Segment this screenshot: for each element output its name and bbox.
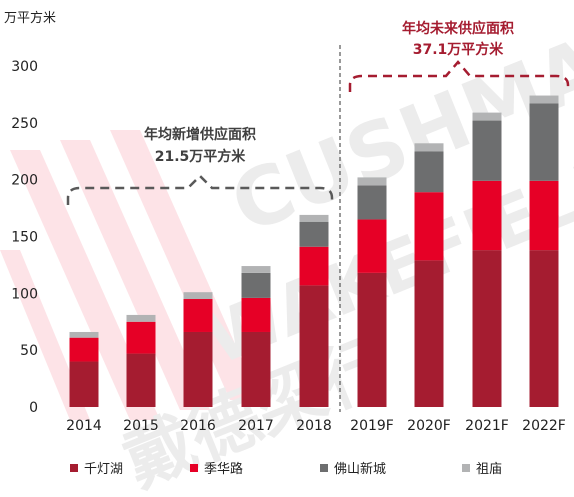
watermark-stripe (110, 130, 260, 400)
bar-segment (472, 112, 502, 121)
annotation-forecast: 年均未来供应面积 37.1万平方米 (348, 20, 570, 92)
y-tick-label: 0 (29, 400, 38, 416)
bars-group (69, 95, 559, 407)
bar-segment (414, 151, 444, 193)
x-tick-label: 2014 (66, 418, 102, 434)
annotation-historical: 年均新增供应面积 21.5万平方米 (66, 126, 334, 205)
legend-swatch-zumiao (462, 464, 470, 472)
bar-segment (126, 353, 156, 407)
x-tick-label: 2018 (296, 418, 332, 434)
watermark-stripe (60, 140, 210, 410)
x-tick-label: 2016 (180, 418, 216, 434)
bar-segment (414, 192, 444, 261)
bar-segment (299, 285, 329, 407)
y-tick-label: 100 (11, 286, 38, 302)
x-tick-label: 2020F (407, 418, 451, 434)
bar-segment (414, 260, 444, 407)
x-axis: 2014 2015 2016 2017 2018 2019F 2020F 2021F 2022F (66, 418, 566, 434)
legend-swatch-jihualu (190, 464, 198, 472)
bar-segment (529, 95, 559, 104)
bar-segment (357, 185, 387, 220)
bar-segment (241, 266, 271, 273)
bar-segment (183, 331, 213, 407)
x-tick-label: 2017 (238, 418, 274, 434)
bar-segment (529, 180, 559, 251)
bar-segment (529, 103, 559, 181)
x-tick-label: 2021F (465, 418, 509, 434)
bar-segment (183, 292, 213, 300)
bar-segment (472, 250, 502, 407)
legend-label-foshan-xincheng: 佛山新城 (334, 461, 386, 477)
bar-segment (299, 221, 329, 247)
y-tick-label: 250 (11, 116, 38, 132)
legend-swatch-qiandenghu (70, 464, 78, 472)
x-tick-label: 2019F (350, 418, 394, 434)
y-tick-label: 150 (11, 230, 38, 246)
legend-label-jihualu: 季华路 (204, 461, 243, 477)
bar-segment (69, 331, 99, 338)
watermark-stripe (10, 150, 160, 420)
x-tick-label: 2015 (123, 418, 159, 434)
annotation-historical-line1: 年均新增供应面积 (144, 126, 256, 143)
x-tick-label: 2022F (522, 418, 566, 434)
bar-segment (241, 272, 271, 298)
bar-segment (69, 361, 99, 407)
annotation-forecast-line2: 37.1万平方米 (413, 41, 505, 58)
bar-segment (357, 177, 387, 186)
legend-swatch-foshan-xincheng (320, 464, 328, 472)
bar-segment (529, 250, 559, 407)
legend-label-qiandenghu: 千灯湖 (84, 462, 123, 477)
legend-label-zumiao: 祖庙 (476, 462, 502, 477)
y-tick-label: 200 (11, 173, 38, 189)
annotation-forecast-line1: 年均未来供应面积 (402, 20, 514, 37)
bar-segment (299, 246, 329, 286)
bar-segment (299, 214, 329, 222)
bar-segment (126, 321, 156, 354)
y-tick-label: 50 (20, 343, 38, 359)
bar-segment (241, 331, 271, 407)
bar-segment (472, 120, 502, 181)
annotation-bracket (66, 174, 334, 205)
bar-segment (472, 180, 502, 251)
bar-segment (414, 143, 444, 152)
bar-segment (241, 297, 271, 332)
y-tick-label: 300 (11, 59, 38, 75)
y-axis: 0 50 100 150 200 250 300 (11, 59, 38, 416)
bar-segment (126, 314, 156, 322)
annotation-bracket (348, 60, 570, 92)
legend: 千灯湖 季华路 佛山新城 祖庙 (70, 461, 502, 477)
y-axis-unit-label: 万平方米 (4, 10, 56, 26)
bar-segment (357, 219, 387, 273)
bar-segment (69, 337, 99, 362)
bar-segment (357, 272, 387, 407)
bar-segment (183, 299, 213, 332)
watermark-stripe (0, 250, 90, 420)
annotation-historical-line2: 21.5万平方米 (155, 148, 247, 165)
